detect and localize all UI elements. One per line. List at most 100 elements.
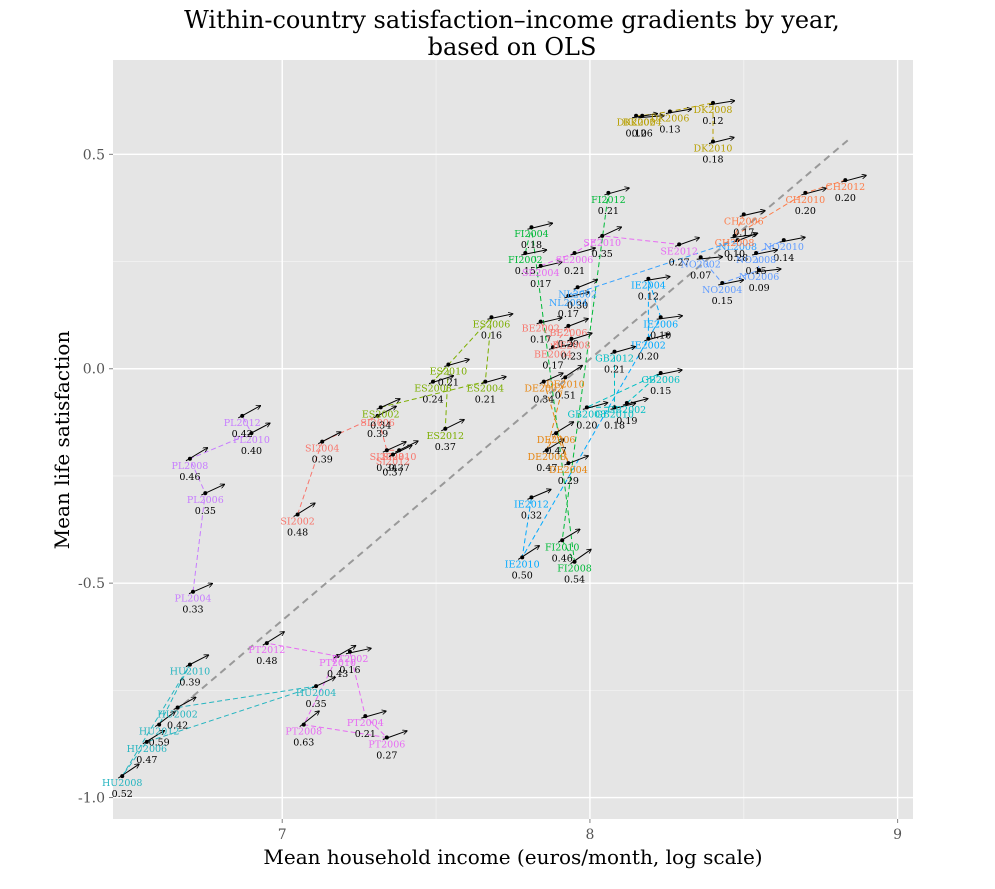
fit-line <box>173 136 853 713</box>
gradient-label-ie2002: 0.20 <box>638 352 659 363</box>
gradient-label-gb2006: 0.15 <box>650 386 671 397</box>
point-pt2008 <box>301 722 306 727</box>
point-label-ch2008: CH2008 <box>715 238 755 249</box>
point-label-es2006: ES2006 <box>473 319 511 330</box>
point-pl2012 <box>240 413 245 418</box>
point-label-ch2012: CH2012 <box>825 182 865 193</box>
point-pl2006 <box>203 491 208 496</box>
point-label-pl2006: PL2006 <box>187 495 224 506</box>
point-label-fi2008: FI2008 <box>557 564 592 575</box>
point-label-pt2010: PT2010 <box>319 658 356 669</box>
gradient-label-se2006: 0.21 <box>564 266 585 277</box>
point-es2002 <box>378 405 383 410</box>
point-label-be2004: BE2004 <box>534 349 572 360</box>
point-se2010 <box>600 233 605 238</box>
gradient-label-si2012: 0.37 <box>382 468 403 479</box>
gradient-label-ie2010: 0.50 <box>512 570 533 581</box>
point-label-si2010: SI2010 <box>382 452 416 463</box>
point-label-se2012: SE2012 <box>660 246 698 257</box>
gradient-label-si2002: 0.48 <box>287 528 308 539</box>
gradient-label-pt2012: 0.48 <box>256 656 277 667</box>
point-dk2004 <box>640 113 645 118</box>
gradient-label-es2012: 0.37 <box>435 442 456 453</box>
gradient-label-se2010: 0.35 <box>592 249 613 260</box>
gradient-label-fi2012: 0.21 <box>598 206 619 217</box>
gradient-label-hu2012: 0.59 <box>149 738 170 749</box>
point-no2010 <box>781 238 786 243</box>
series-path-ch <box>733 179 846 238</box>
point-label-gb2006: GB2006 <box>641 375 680 386</box>
point-label-gb2010: GB2010 <box>595 409 634 420</box>
point-label-es2004: ES2004 <box>466 384 504 395</box>
point-pt2010 <box>335 654 340 659</box>
point-label-si2004: SI2004 <box>305 444 339 455</box>
gradient-label-dk2010: 0.18 <box>702 154 723 165</box>
x-axis-title: Mean household income (euros/month, log … <box>263 845 762 869</box>
point-pl2004 <box>191 589 195 594</box>
series-path-se <box>540 235 680 267</box>
gradient-label-fi2002: 0.15 <box>515 266 536 277</box>
gradient-label-ch2008: 0.10 <box>724 249 745 260</box>
y-tick-label: 0.0 <box>83 362 105 378</box>
x-tick-label: 8 <box>585 827 594 843</box>
point-be2006 <box>566 323 571 328</box>
gradient-label-pt2002: 0.16 <box>339 665 360 676</box>
gradient-label-hu2004: 0.35 <box>305 699 326 710</box>
point-fi2012 <box>606 190 611 195</box>
point-label-hu2002: HU2002 <box>157 710 197 721</box>
point-label-es2008: ES2008 <box>414 384 452 395</box>
gradient-label-de2006: 0.47 <box>545 446 566 457</box>
gradient-label-no2010: 0.14 <box>773 253 794 264</box>
point-de2004 <box>566 461 571 466</box>
gradient-label-ie2012: 0.32 <box>521 510 542 521</box>
fit-line-segment <box>173 136 853 713</box>
gradient-label-no2004: 0.15 <box>712 296 733 307</box>
point-label-es2002: ES2002 <box>362 409 400 420</box>
gradient-label-fi2004: 0.18 <box>521 240 542 251</box>
point-label-dk2006: DK2006 <box>650 113 689 124</box>
gradient-label-pl2012: 0.42 <box>232 429 253 440</box>
point-es2004 <box>483 379 488 384</box>
gradient-label-ie2004: 0.12 <box>638 292 659 303</box>
gradient-label-pt2004: 0.21 <box>355 729 376 740</box>
point-se2012 <box>677 242 682 247</box>
point-hu2012 <box>157 722 162 727</box>
point-hu2004 <box>314 684 319 689</box>
gradient-label-no2006: 0.09 <box>749 283 770 294</box>
point-label-dk2008: DK2008 <box>694 105 733 116</box>
point-label-de2004: DE2004 <box>549 465 588 476</box>
point-es2006 <box>489 315 494 320</box>
point-label-pl2004: PL2004 <box>175 594 212 605</box>
point-label-hu2006: HU2006 <box>127 744 167 755</box>
point-dk2002 <box>634 113 639 118</box>
y-tick-label: 0.5 <box>83 147 105 163</box>
point-se2006 <box>572 250 577 255</box>
point-label-de2008: DE2008 <box>527 452 566 463</box>
point-label-es2012: ES2012 <box>426 431 464 442</box>
point-gb2012 <box>612 349 617 354</box>
point-no2008 <box>754 250 759 255</box>
x-tick-label: 7 <box>278 827 287 843</box>
point-label-hu2012: HU2012 <box>139 727 179 738</box>
plot-panel <box>113 60 913 819</box>
point-label-no2002: NO2002 <box>681 259 721 270</box>
point-es2008 <box>431 379 435 384</box>
gradient-label-gb2008: 0.20 <box>576 420 597 431</box>
point-hu2010 <box>187 662 192 667</box>
gradient-label-be2002: 0.17 <box>530 335 551 346</box>
chart-title-line-2: based on OLS <box>428 33 597 61</box>
point-gb2006 <box>658 371 663 376</box>
point-label-se2010: SE2010 <box>583 238 621 249</box>
point-label-de2006: DE2006 <box>537 435 576 446</box>
gradient-label-de2010: 0.51 <box>555 390 576 401</box>
point-label-be2002: BE2002 <box>522 324 560 335</box>
gradient-label-no2002: 0.07 <box>690 270 711 281</box>
point-no2004 <box>720 280 725 285</box>
point-label-pl2008: PL2008 <box>171 461 208 472</box>
gradient-label-hu2008: 0.52 <box>112 789 133 800</box>
point-si2004 <box>320 439 325 444</box>
point-label-gb2008: GB2008 <box>567 409 606 420</box>
point-label-nl2002: NL2002 <box>558 289 597 300</box>
point-label-dk2002: DK2002 <box>617 118 656 129</box>
